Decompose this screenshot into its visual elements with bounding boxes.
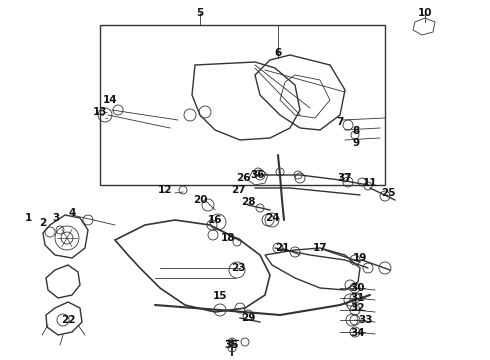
Text: 3: 3 <box>52 213 60 223</box>
Text: 29: 29 <box>241 313 255 323</box>
Text: 20: 20 <box>193 195 207 205</box>
Text: 32: 32 <box>351 303 365 313</box>
Text: 5: 5 <box>196 8 204 18</box>
Text: 37: 37 <box>338 173 352 183</box>
Text: 13: 13 <box>93 107 107 117</box>
Text: 14: 14 <box>103 95 117 105</box>
Text: 33: 33 <box>359 315 373 325</box>
Text: 10: 10 <box>418 8 432 18</box>
Text: 9: 9 <box>352 138 360 148</box>
Text: 19: 19 <box>353 253 367 263</box>
Text: 15: 15 <box>213 291 227 301</box>
Text: 25: 25 <box>381 188 395 198</box>
Text: 36: 36 <box>251 170 265 180</box>
Text: 24: 24 <box>265 213 279 223</box>
Text: 17: 17 <box>313 243 327 253</box>
Text: 16: 16 <box>208 215 222 225</box>
Text: 8: 8 <box>352 126 360 136</box>
Text: 1: 1 <box>24 213 32 223</box>
Text: 28: 28 <box>241 197 255 207</box>
Text: 18: 18 <box>221 233 235 243</box>
Text: 27: 27 <box>231 185 245 195</box>
Text: 22: 22 <box>61 315 75 325</box>
Text: 11: 11 <box>363 178 377 188</box>
Text: 30: 30 <box>351 283 365 293</box>
Text: 12: 12 <box>158 185 172 195</box>
Text: 34: 34 <box>351 328 366 338</box>
Bar <box>100 25 385 185</box>
Text: 21: 21 <box>275 243 289 253</box>
Text: 4: 4 <box>68 208 75 218</box>
Text: 26: 26 <box>236 173 250 183</box>
Text: 31: 31 <box>351 293 365 303</box>
Text: 35: 35 <box>225 340 239 350</box>
Text: 23: 23 <box>231 263 245 273</box>
Text: 6: 6 <box>274 48 282 58</box>
Text: 2: 2 <box>39 218 47 228</box>
Text: 7: 7 <box>336 117 343 127</box>
